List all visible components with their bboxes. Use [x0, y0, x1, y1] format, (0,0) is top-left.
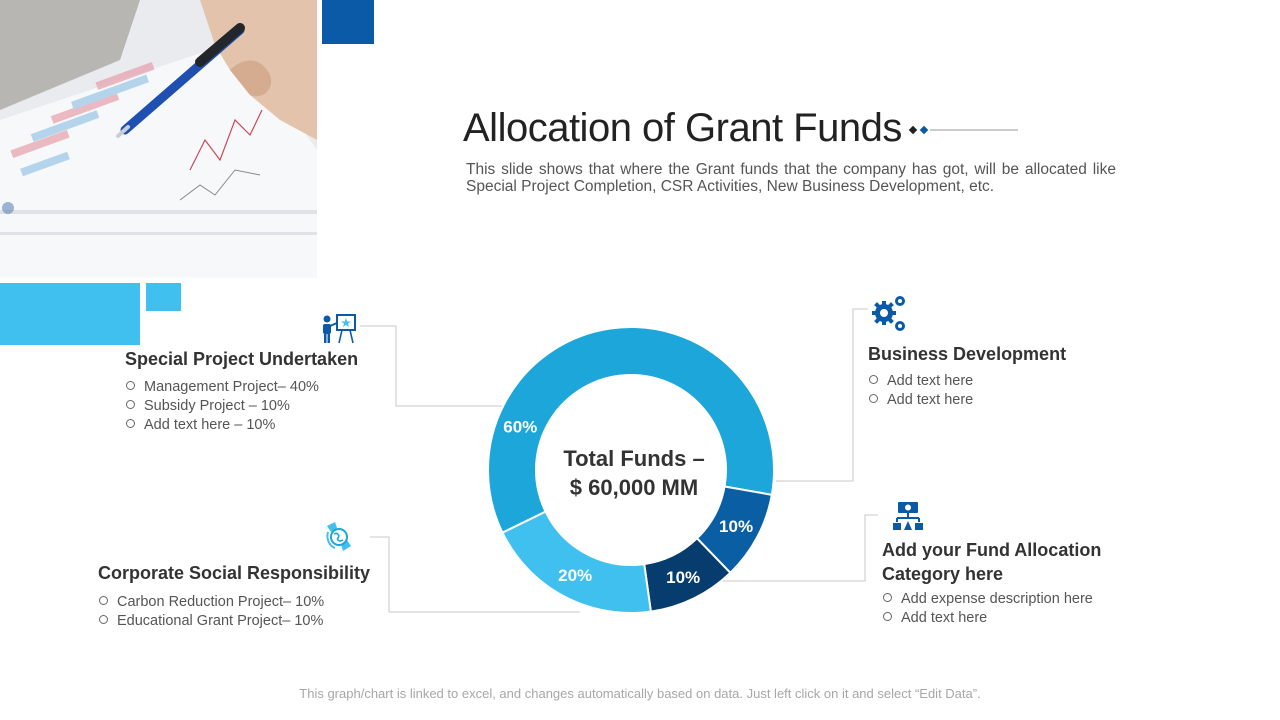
fund-alloc-list: Add expense description here Add text he… — [883, 590, 1093, 628]
center-label-line2: $ 60,000 MM — [569, 475, 699, 500]
bullet-icon — [126, 419, 135, 428]
title-ornament — [908, 125, 1018, 135]
chart-center-label: Total Funds – $ 60,000 MM — [538, 444, 730, 502]
photo-illustration — [0, 0, 317, 278]
fund-alloc-heading: Add your Fund Allocation Category here — [882, 538, 1101, 586]
deco-block-light-small — [146, 283, 181, 311]
bullet-icon — [883, 612, 892, 621]
list-item: Add text here — [869, 372, 973, 391]
footer-note: This graph/chart is linked to excel, and… — [299, 686, 981, 701]
bullet-icon — [99, 596, 108, 605]
page-subtitle: This slide shows that where the Grant fu… — [466, 161, 1116, 195]
bullet-icon — [869, 394, 878, 403]
csr-list: Carbon Reduction Project– 10% Educationa… — [99, 593, 324, 631]
gears-icon — [869, 294, 909, 339]
page-title: Allocation of Grant Funds — [463, 106, 902, 150]
list-item: Management Project– 40% — [126, 378, 319, 397]
list-item: Add text here — [869, 391, 973, 410]
connector-csr — [370, 536, 580, 613]
slice-label: 10% — [666, 568, 700, 587]
fund-alloc-heading-line2: Category here — [882, 564, 1004, 584]
hands-globe-icon — [323, 520, 355, 559]
bullet-icon — [99, 615, 108, 624]
list-item: Add text here – 10% — [126, 416, 319, 435]
money-hierarchy-icon — [892, 500, 924, 537]
connector-fund-alloc — [705, 514, 878, 582]
csr-heading: Corporate Social Responsibility — [98, 563, 371, 583]
deco-block-dark — [322, 0, 374, 44]
list-item: Carbon Reduction Project– 10% — [99, 593, 324, 612]
list-item: Add expense description here — [883, 590, 1093, 609]
business-dev-heading: Business Development — [868, 344, 1067, 364]
connector-special-project — [360, 325, 506, 407]
fund-alloc-heading-line1: Add your Fund Allocation — [882, 540, 1102, 560]
special-project-heading: Special Project Undertaken — [125, 349, 359, 369]
donut-slice[interactable] — [487, 326, 775, 535]
donut-slice[interactable] — [501, 510, 653, 614]
slice-label: 60% — [503, 417, 537, 436]
slice-label: 10% — [719, 517, 753, 536]
bullet-icon — [126, 400, 135, 409]
business-dev-list: Add text here Add text here — [869, 372, 973, 410]
presentation-board-icon — [320, 313, 358, 350]
list-item: Subsidy Project – 10% — [126, 397, 319, 416]
bullet-icon — [883, 593, 892, 602]
connector-business-dev — [776, 308, 868, 482]
bullet-icon — [126, 381, 135, 390]
slice-label: 20% — [558, 566, 592, 585]
deco-block-light-large — [0, 283, 140, 345]
center-label-line1: Total Funds – — [563, 446, 705, 471]
bullet-icon — [869, 375, 878, 384]
header-photo — [0, 0, 317, 278]
special-project-list: Management Project– 40% Subsidy Project … — [126, 378, 319, 435]
list-item: Add text here — [883, 609, 1093, 628]
list-item: Educational Grant Project– 10% — [99, 612, 324, 631]
